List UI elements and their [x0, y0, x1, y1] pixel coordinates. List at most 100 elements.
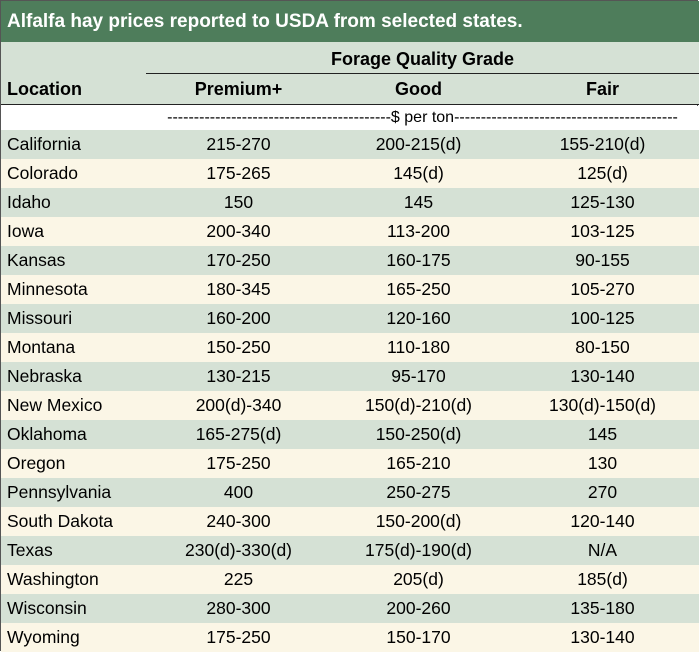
fair-header: Fair [585, 79, 619, 99]
premium-cell: 150 [223, 192, 254, 212]
fair-cell: 80-150 [575, 337, 630, 357]
table-row: Nebraska 130-215 95-170 130-140 [1, 362, 699, 391]
good-cell: 95-170 [391, 366, 446, 386]
location-cell: Wyoming [7, 627, 80, 647]
premium-cell: 160-200 [206, 308, 271, 328]
fair-cell: 185(d) [577, 569, 628, 589]
good-cell: 200-215(d) [375, 134, 462, 154]
good-cell: 145 [403, 192, 434, 212]
location-cell: Colorado [7, 163, 79, 183]
location-cell: Nebraska [7, 366, 82, 386]
location-cell: Idaho [7, 192, 51, 212]
fair-cell: 145 [587, 424, 618, 444]
good-cell: 150(d)-210(d) [365, 395, 472, 415]
unit-label: ----------------------------------------… [167, 109, 678, 126]
good-cell: 150-200(d) [375, 511, 462, 531]
premium-cell: 215-270 [206, 134, 271, 154]
good-cell: 250-275 [386, 482, 451, 502]
table-row: Oklahoma 165-275(d) 150-250(d) 145 [1, 420, 699, 449]
good-cell: 165-210 [386, 453, 451, 473]
location-cell: Washington [7, 569, 99, 589]
fair-cell: 155-210(d) [559, 134, 646, 154]
table-row: Washington 225 205(d) 185(d) [1, 565, 699, 594]
header-rule [1, 104, 699, 105]
location-cell: California [7, 134, 81, 154]
premium-cell: 180-345 [206, 279, 271, 299]
table-row: Iowa 200-340 113-200 103-125 [1, 217, 699, 246]
table-row: Colorado 175-265 145(d) 125(d) [1, 159, 699, 188]
table-row: New Mexico 200(d)-340 150(d)-210(d) 130(d)-… [1, 391, 699, 420]
premium-cell: 130-215 [206, 366, 271, 386]
fair-cell: 100-125 [570, 308, 635, 328]
fair-cell: 135-180 [570, 598, 635, 618]
fair-cell: 130-140 [570, 627, 635, 647]
grade-group-label: Forage Quality Grade [330, 49, 515, 69]
fair-cell: N/A [587, 540, 618, 560]
premium-cell: 175-250 [206, 453, 271, 473]
table-row: Wisconsin 280-300 200-260 135-180 [1, 594, 699, 623]
location-cell: Missouri [7, 308, 73, 328]
premium-header: Premium+ [194, 79, 283, 99]
good-cell: 120-160 [386, 308, 451, 328]
table-row: Wyoming 175-250 150-170 130-140 [1, 623, 699, 652]
good-cell: 145(d) [393, 163, 444, 183]
location-header: Location [7, 79, 82, 99]
location-cell: Kansas [7, 250, 66, 270]
fair-cell: 270 [587, 482, 618, 502]
table-row: Pennsylvania 400 250-275 270 [1, 478, 699, 507]
table-row: Kansas 170-250 160-175 90-155 [1, 246, 699, 275]
grade-group-rule [146, 73, 699, 74]
location-cell: South Dakota [7, 511, 114, 531]
premium-cell: 200-340 [206, 221, 271, 241]
table-row: Texas 230(d)-330(d) 175(d)-190(d) N/A [1, 536, 699, 565]
premium-cell: 230(d)-330(d) [185, 540, 292, 560]
fair-cell: 120-140 [570, 511, 635, 531]
table-row: California 215-270 200-215(d) 155-210(d) [1, 130, 699, 159]
good-cell: 200-260 [386, 598, 451, 618]
location-cell: Montana [7, 337, 76, 357]
location-cell: Iowa [7, 221, 44, 241]
location-cell: Wisconsin [7, 598, 87, 618]
premium-cell: 400 [223, 482, 254, 502]
premium-cell: 280-300 [206, 598, 271, 618]
good-cell: 150-170 [386, 627, 451, 647]
location-cell: Oregon [7, 453, 66, 473]
fair-cell: 130(d)-150(d) [549, 395, 656, 415]
premium-cell: 175-250 [206, 627, 271, 647]
fair-cell: 130 [587, 453, 618, 473]
good-cell: 110-180 [387, 337, 450, 357]
premium-cell: 170-250 [206, 250, 271, 270]
premium-cell: 240-300 [206, 511, 271, 531]
good-cell: 205(d) [393, 569, 444, 589]
good-cell: 165-250 [386, 279, 451, 299]
location-cell: Oklahoma [7, 424, 87, 444]
table-row: South Dakota 240-300 150-200(d) 120-140 [1, 507, 699, 536]
location-cell: New Mexico [7, 395, 103, 415]
location-cell: Minnesota [7, 279, 88, 299]
premium-cell: 165-275(d) [195, 424, 282, 444]
table-title: Alfalfa hay prices reported to USDA from… [1, 1, 699, 42]
good-header: Good [395, 79, 442, 99]
good-cell: 113-200 [387, 221, 450, 241]
premium-cell: 150-250 [206, 337, 271, 357]
fair-cell: 105-270 [570, 279, 635, 299]
good-cell: 160-175 [386, 250, 451, 270]
table-row: Oregon 175-250 165-210 130 [1, 449, 699, 478]
premium-cell: 225 [223, 569, 254, 589]
location-cell: Pennsylvania [7, 482, 112, 502]
fair-cell: 90-155 [575, 250, 630, 270]
good-cell: 150-250(d) [375, 424, 462, 444]
table-row: Minnesota 180-345 165-250 105-270 [1, 275, 699, 304]
unit-row: ----------------------------------------… [1, 106, 699, 130]
table-row: Montana 150-250 110-180 80-150 [1, 333, 699, 362]
table-row: Idaho 150 145 125-130 [1, 188, 699, 217]
fair-cell: 125-130 [570, 192, 635, 212]
fair-cell: 103-125 [570, 221, 635, 241]
fair-cell: 125(d) [577, 163, 628, 183]
premium-cell: 175-265 [206, 163, 271, 183]
premium-cell: 200(d)-340 [195, 395, 282, 415]
table-row: Missouri 160-200 120-160 100-125 [1, 304, 699, 333]
location-cell: Texas [7, 540, 53, 560]
good-cell: 175(d)-190(d) [365, 540, 472, 560]
